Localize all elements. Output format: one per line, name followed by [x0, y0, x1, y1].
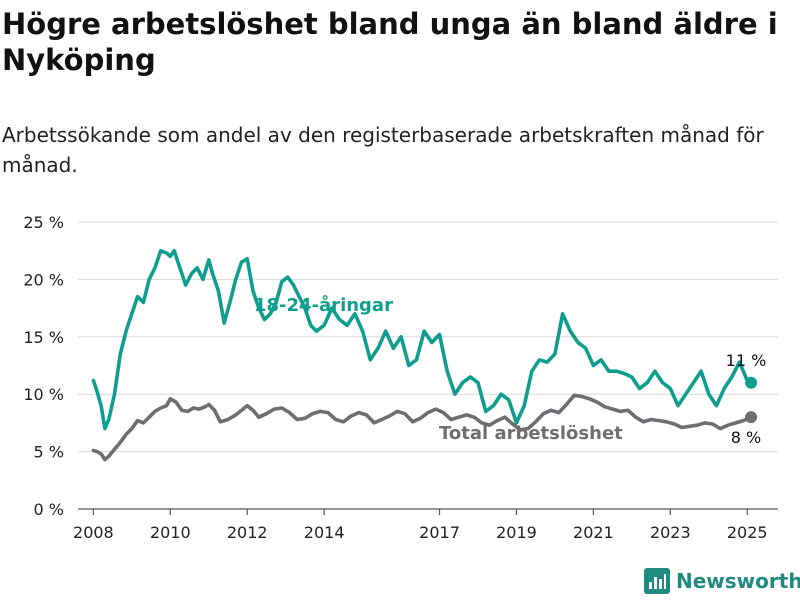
x-tick-label: 2019: [496, 523, 537, 542]
x-axis: 2008 2010 2012 2014 2017 2019 2021 2023 2025: [73, 508, 778, 542]
end-value-total: 8 %: [731, 428, 761, 447]
y-tick-label: 10 %: [23, 385, 64, 404]
brand-name: Newsworthy: [676, 569, 800, 593]
y-tick-label: 5 %: [34, 443, 64, 462]
end-point-total: [745, 411, 758, 424]
x-tick-label: 2025: [727, 523, 768, 542]
x-tick-label: 2014: [304, 523, 345, 542]
chart-title: Högre arbetslöshet bland unga än bland ä…: [2, 7, 778, 77]
series-label-youth: 18-24-åringar: [254, 294, 393, 316]
newsworthy-logo: Newsworthy: [644, 568, 800, 594]
x-tick-label: 2010: [150, 523, 191, 542]
series-line-youth: [91, 248, 753, 431]
y-tick-label: 25 %: [23, 213, 64, 232]
line-chart: 0 %5 %10 %15 %20 %25 % 2008 2010 2012 2014 2…: [23, 213, 778, 542]
series-line-total: [91, 393, 753, 462]
series-lines: [91, 248, 758, 462]
y-tick-label: 0 %: [34, 500, 64, 519]
x-tick-label: 2017: [419, 523, 460, 542]
x-tick-label: 2008: [73, 523, 114, 542]
end-point-youth: [745, 376, 758, 389]
series-labels: 18-24-åringar Total arbetslöshet 11 % 8 …: [254, 294, 766, 447]
y-tick-label: 15 %: [23, 328, 64, 347]
x-tick-label: 2021: [573, 523, 614, 542]
x-tick-label: 2023: [650, 523, 691, 542]
x-tick-label: 2012: [227, 523, 268, 542]
series-label-total: Total arbetslöshet: [439, 423, 623, 444]
chart-subtitle: Arbetssökande som andel av den registerb…: [2, 123, 764, 177]
y-axis-tick-labels: 0 % 5 % 10 % 15 % 20 % 25 %: [23, 213, 64, 519]
y-tick-label: 20 %: [23, 270, 64, 289]
bar-chart-logo-icon: [644, 568, 670, 594]
end-value-youth: 11 %: [726, 351, 767, 370]
